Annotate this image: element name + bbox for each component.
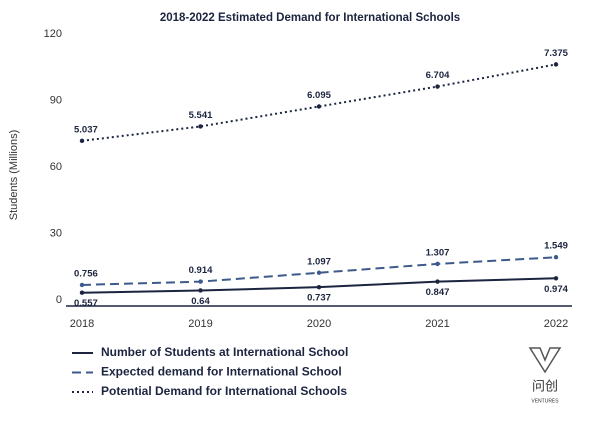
value-label: 5.541	[189, 110, 213, 121]
point	[553, 255, 559, 260]
legend-label: Potential Demand for International Schoo…	[101, 384, 347, 398]
y-tick-label: 0	[56, 294, 62, 306]
value-label: 1.097	[307, 256, 331, 267]
point	[435, 84, 440, 89]
x-tick-label: 2020	[307, 318, 331, 330]
point	[435, 261, 440, 267]
value-label: 0.64	[191, 296, 210, 307]
x-tick-label: 2021	[425, 318, 449, 330]
point	[316, 270, 322, 275]
y-tick-label: 120	[44, 28, 62, 40]
value-label: 6.095	[307, 90, 331, 101]
y-tick-label: 90	[50, 94, 62, 106]
value-label: 1.549	[544, 241, 568, 252]
y-tick-label: 30	[50, 227, 62, 239]
point	[316, 104, 322, 109]
value-label: 0.557	[74, 298, 98, 309]
brand: 问创	[532, 378, 558, 393]
point	[316, 284, 322, 290]
x-tick-label: 2022	[544, 318, 568, 330]
point	[198, 279, 203, 284]
point	[79, 290, 85, 295]
legend-label: Number of Students at International Scho…	[101, 345, 348, 359]
logo: 问创 VENTURES	[528, 347, 562, 404]
point	[553, 276, 559, 281]
value-label: 0.974	[544, 284, 568, 295]
series-line	[81, 256, 557, 286]
legend-label: Expected demand for International School	[101, 365, 342, 379]
value-label: 1.307	[426, 247, 450, 258]
value-label: 0.847	[426, 287, 450, 298]
point	[198, 124, 203, 129]
point	[79, 282, 85, 288]
value-label: 6.704	[426, 70, 450, 81]
value-label: 0.737	[307, 293, 331, 304]
x-tick-label: 2019	[188, 318, 212, 330]
series-line	[81, 63, 557, 142]
chart-title: 2018-2022 Estimated Demand for Internati…	[160, 12, 460, 24]
x-tick-label: 2018	[70, 318, 94, 330]
point	[435, 279, 440, 284]
value-label: 0.756	[74, 268, 98, 279]
point	[79, 138, 85, 144]
point	[198, 288, 203, 293]
value-label: 5.037	[74, 124, 98, 135]
value-label: 0.914	[189, 265, 213, 276]
value-label: 7.375	[544, 48, 568, 59]
point	[553, 62, 559, 67]
y-tick-label: 60	[50, 161, 62, 173]
brand-sub: VENTURES	[531, 398, 559, 404]
y-axis-label: Students (Millions)	[8, 130, 20, 220]
logo-mark	[528, 347, 562, 374]
